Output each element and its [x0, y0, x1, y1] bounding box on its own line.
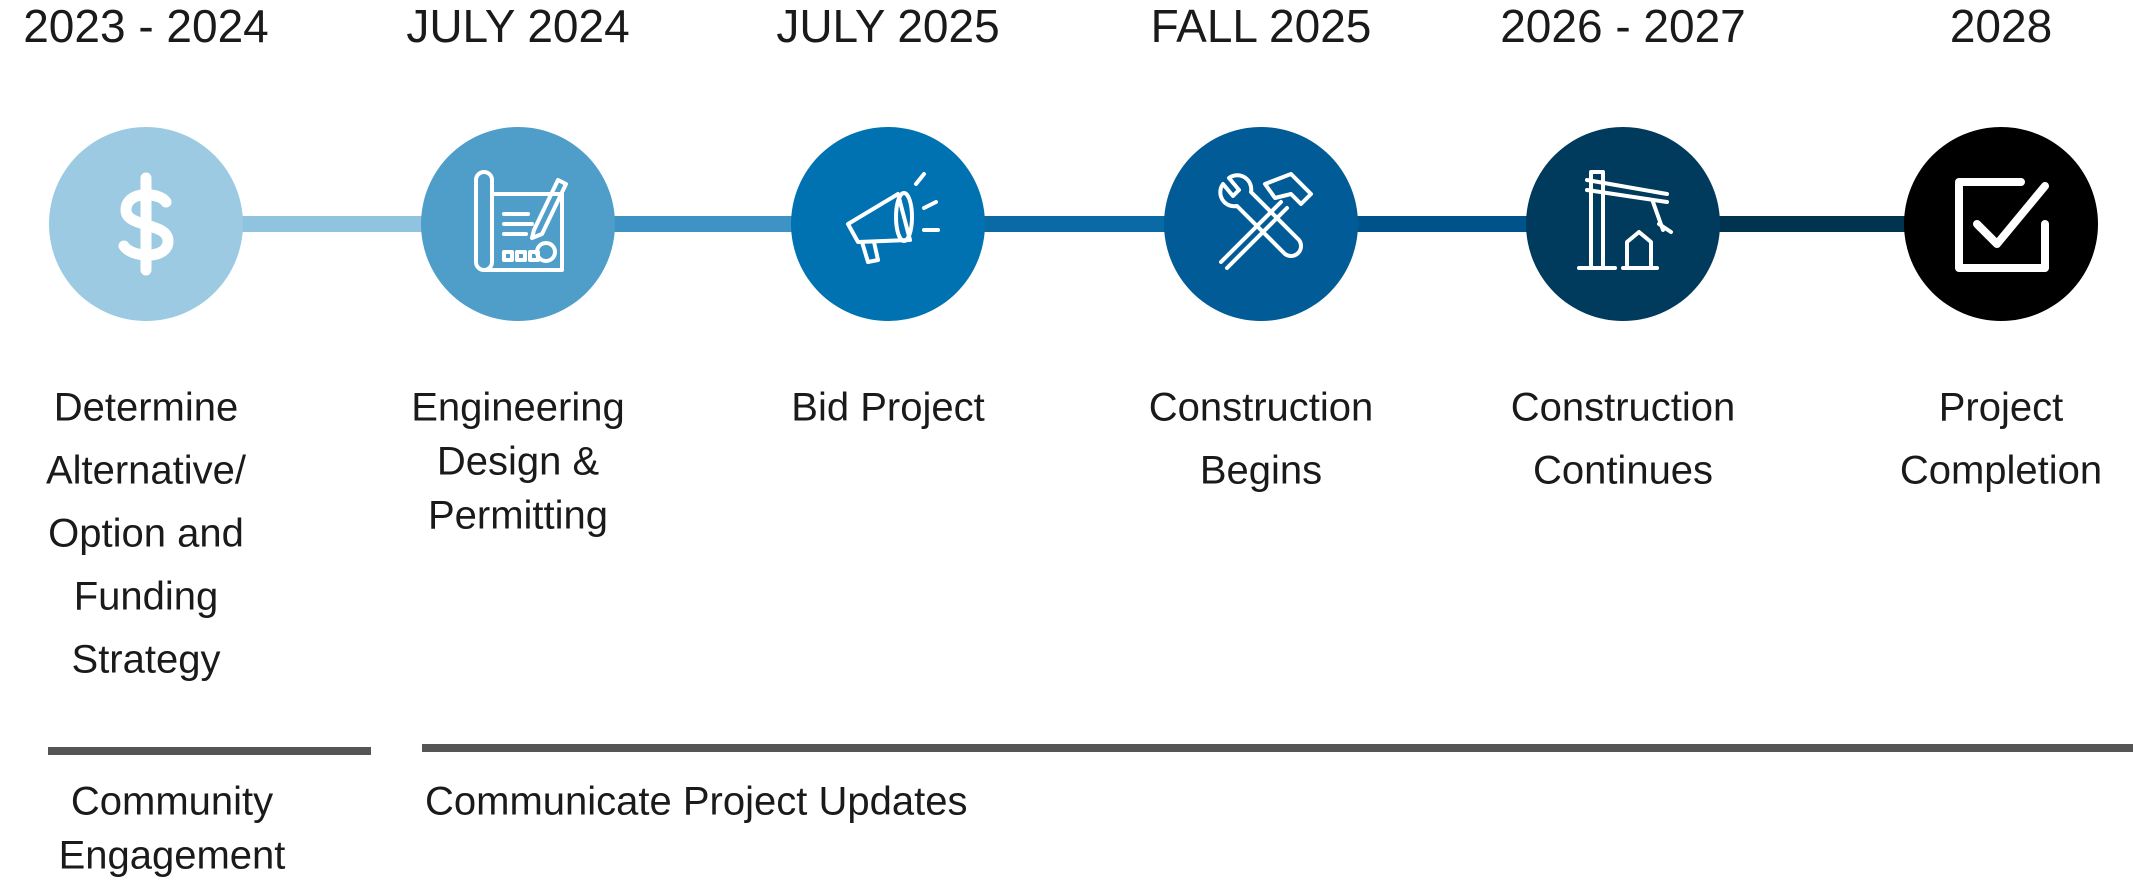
milestone-date: JULY 2025 — [776, 0, 999, 52]
dollar-icon — [118, 172, 174, 276]
milestone-label: Continues — [1533, 449, 1713, 493]
milestone-label: Construction — [1511, 386, 1736, 430]
milestone-label: Begins — [1200, 449, 1322, 493]
milestone-label: Design & — [437, 440, 600, 484]
track-label: Engagement — [59, 834, 286, 878]
milestone-date: 2026 - 2027 — [1500, 0, 1746, 52]
milestone-label: Completion — [1900, 449, 2102, 493]
milestone-date: JULY 2024 — [406, 0, 629, 52]
checkbox-icon — [1955, 178, 2049, 272]
milestone-date: FALL 2025 — [1151, 0, 1372, 52]
milestone-label: Bid Project — [791, 386, 984, 430]
milestone-label: Determine — [54, 386, 239, 430]
milestone-label: Project — [1939, 386, 2064, 430]
milestone-label: Strategy — [72, 638, 221, 682]
milestone-label: Permitting — [428, 494, 608, 538]
track-label: Community — [71, 780, 273, 824]
milestone-label: Option and — [48, 512, 244, 556]
milestone-circle — [791, 127, 985, 321]
milestone-label: Alternative/ — [46, 449, 247, 493]
milestone-label: Engineering — [411, 386, 625, 430]
crane-icon — [1577, 170, 1673, 270]
milestone-circle — [1526, 127, 1720, 321]
blueprint-icon — [474, 170, 568, 272]
tools-icon — [1218, 172, 1313, 270]
milestone-circle — [1904, 127, 2098, 321]
megaphone-icon — [846, 172, 940, 264]
milestone-label: Construction — [1149, 386, 1374, 430]
milestone-label: Funding — [74, 575, 219, 619]
milestone-date: 2023 - 2024 — [23, 0, 269, 52]
milestone-date: 2028 — [1950, 0, 2052, 52]
track-label: Communicate Project Updates — [425, 780, 967, 824]
